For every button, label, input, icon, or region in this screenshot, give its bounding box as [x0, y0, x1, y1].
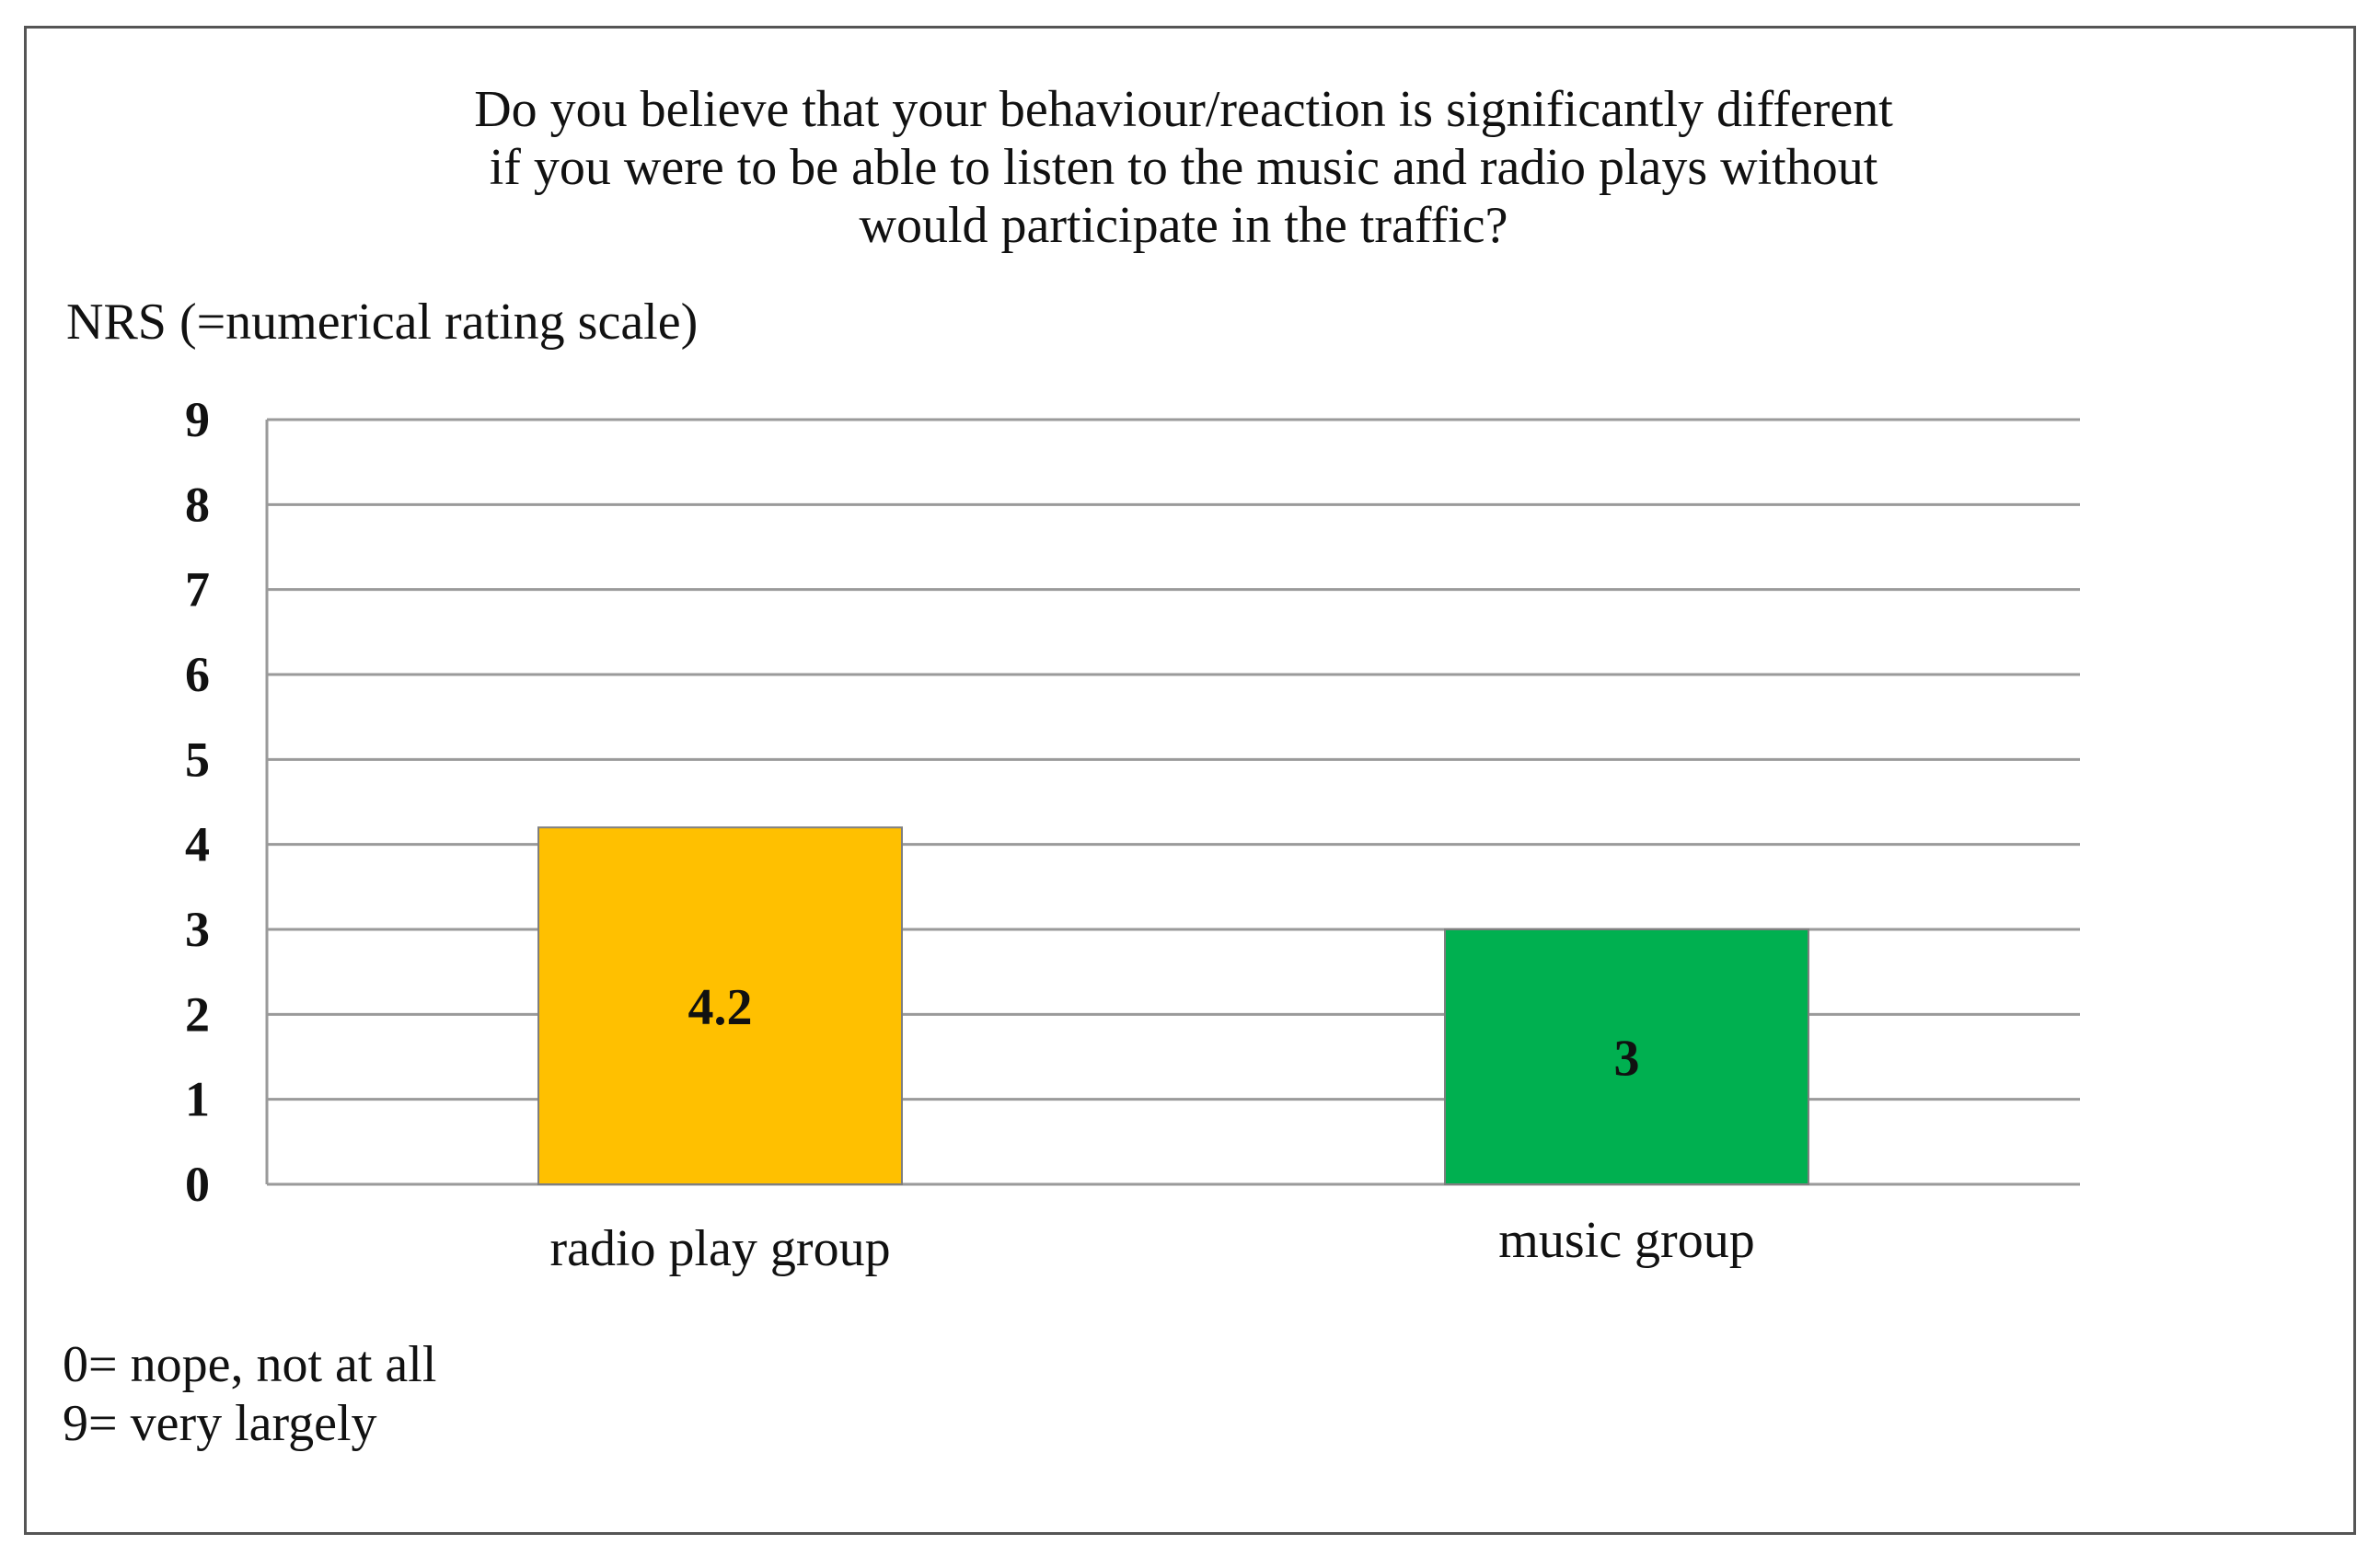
scale-note-2: 9= very largely	[63, 1395, 377, 1452]
y-tick-label-6: 6	[185, 647, 210, 702]
y-tick-label-2: 2	[185, 986, 210, 1042]
y-tick-label-3: 3	[185, 902, 210, 957]
y-tick-label-8: 8	[185, 477, 210, 532]
scale-note-1: 0= nope, not at all	[63, 1336, 436, 1393]
y-axis-ticks: 0 1 2 3 4 5 6 7 8 9	[185, 392, 210, 1212]
y-axis-label: NRS (=numerical rating scale)	[66, 294, 698, 351]
bar-music-group	[1444, 928, 1809, 1185]
y-tick-label-4: 4	[185, 817, 210, 872]
y-tick-label-5: 5	[185, 732, 210, 787]
chart-frame	[24, 26, 2356, 1535]
data-label-radio-play-group: 4.2	[688, 979, 753, 1036]
y-tick-label-0: 0	[185, 1157, 210, 1212]
x-category-label-music-group: music group	[1498, 1212, 1754, 1269]
bars: 4.23	[537, 826, 1809, 1185]
x-axis-categories: radio play group music group	[549, 1212, 1754, 1277]
y-tick-label-9: 9	[185, 392, 210, 447]
y-tick-label-1: 1	[185, 1072, 210, 1127]
x-category-label-radio-play-group: radio play group	[549, 1220, 890, 1277]
title-line-3: would participate in the traffic?	[860, 197, 1508, 254]
data-label-music-group: 3	[1614, 1031, 1640, 1088]
chart-title: Do you believe that your behaviour/react…	[474, 81, 1893, 254]
bar-radio-play-group	[537, 826, 903, 1185]
title-line-2: if you were to be able to listen to the …	[490, 139, 1878, 196]
y-tick-label-7: 7	[185, 562, 210, 617]
title-line-1: Do you believe that your behaviour/react…	[474, 81, 1893, 138]
